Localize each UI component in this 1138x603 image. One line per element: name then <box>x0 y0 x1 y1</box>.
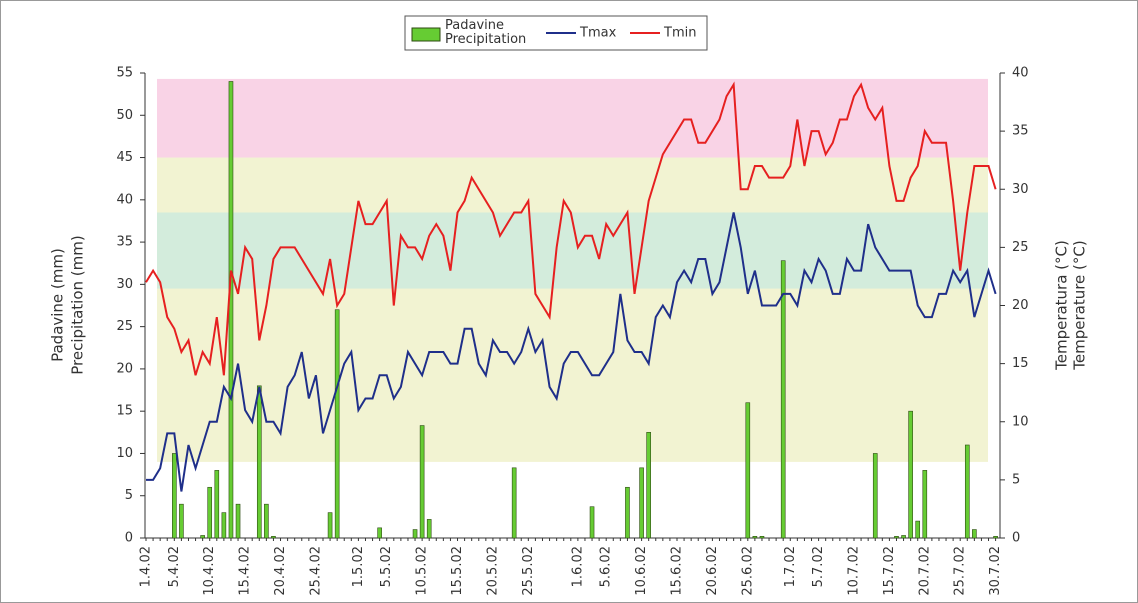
bar <box>780 260 786 539</box>
bar <box>256 385 262 539</box>
y2-tick-label: 40 <box>1012 66 1029 81</box>
bar <box>908 410 913 539</box>
x-tick-label: 15.5.02 <box>450 546 465 596</box>
bar <box>901 535 906 539</box>
bar <box>221 512 227 539</box>
x-tick-label: 20.6.02 <box>705 546 720 596</box>
y-tick-label: 40 <box>116 192 133 207</box>
legend-label: Tmax <box>579 26 617 41</box>
x-tick-label: 10.7.02 <box>847 546 862 596</box>
legend-swatch <box>411 27 441 42</box>
bar <box>228 81 234 539</box>
bar <box>377 527 382 539</box>
y-tick-label: 55 <box>116 66 133 81</box>
bar <box>745 402 751 539</box>
bar <box>412 529 418 539</box>
line <box>145 81 997 376</box>
bar <box>419 425 425 539</box>
x-tick-label: 25.5.02 <box>521 546 536 596</box>
y-tick-label: 20 <box>116 361 133 376</box>
y-tick-label: 10 <box>116 446 133 461</box>
y2-tick-label: 30 <box>1012 182 1029 197</box>
bar <box>993 536 998 539</box>
x-tick-label: 25.4.02 <box>308 546 323 596</box>
bar <box>172 453 177 539</box>
x-tick-label: 10.5.02 <box>415 546 430 596</box>
x-tick-label: 5.7.02 <box>811 546 826 587</box>
bands <box>157 78 988 462</box>
y2-tick-label: 20 <box>1012 298 1029 313</box>
x-tick-label: 15.4.02 <box>238 546 253 596</box>
bar <box>915 520 921 539</box>
y2-tick-label: 35 <box>1012 124 1029 139</box>
bar <box>426 519 432 539</box>
x-tick-label: 5.4.02 <box>167 546 182 587</box>
y-tick-label: 30 <box>116 277 133 292</box>
band <box>157 78 988 158</box>
y-tick-label: 5 <box>125 488 133 503</box>
bar <box>235 503 241 539</box>
y2-tick-label: 5 <box>1012 472 1020 487</box>
x-tick-label: 10.6.02 <box>634 546 649 596</box>
bar <box>752 536 758 539</box>
bar <box>872 453 878 539</box>
x-tick-label: 1.5.02 <box>351 546 366 587</box>
y2-axis-label: Temperature (°C) <box>1071 240 1089 370</box>
y2-tick-label: 25 <box>1012 240 1029 255</box>
y-tick-label: 45 <box>116 150 133 165</box>
y-axis-label: Precipitation (mm) <box>69 235 87 374</box>
legend-label: Padavine Precipitation <box>445 18 527 47</box>
bar <box>646 432 651 539</box>
x-tick-label: 1.6.02 <box>570 546 585 587</box>
bar <box>200 535 205 539</box>
band <box>157 157 988 462</box>
bar <box>625 486 630 539</box>
bar <box>589 506 595 539</box>
x-tick-label: 5.6.02 <box>599 546 614 587</box>
x-tick-label: 25.6.02 <box>740 546 755 596</box>
x-tick-label: 10.4.02 <box>202 546 217 596</box>
x-tick-label: 15.6.02 <box>670 546 685 596</box>
bar <box>179 503 184 539</box>
y2-tick-label: 0 <box>1012 531 1020 546</box>
y-tick-label: 25 <box>116 319 133 334</box>
y2-axis-label: Temperatura (°C) <box>1053 240 1071 371</box>
x-tick-label: 15.7.02 <box>882 546 897 596</box>
bar <box>214 470 220 539</box>
bar <box>264 503 269 539</box>
bar <box>972 529 977 539</box>
y2-tick-label: 10 <box>1012 414 1029 429</box>
bar <box>271 536 276 539</box>
line <box>146 212 997 492</box>
bar <box>511 467 517 539</box>
y-tick-label: 35 <box>116 235 133 250</box>
y2-tick-label: 15 <box>1012 356 1029 371</box>
y-tick-label: 15 <box>116 404 133 419</box>
bar <box>759 536 765 539</box>
y-tick-label: 0 <box>125 531 133 546</box>
bar <box>327 512 333 539</box>
x-tick-label: 5.5.02 <box>379 546 394 587</box>
x-tick-label: 25.7.02 <box>953 546 968 596</box>
bar <box>964 444 970 539</box>
bar <box>894 536 899 539</box>
bar <box>207 486 213 539</box>
bar <box>922 470 928 539</box>
legend-label: Tmin <box>663 26 696 41</box>
y-tick-label: 50 <box>116 108 133 123</box>
bar <box>334 309 340 539</box>
x-tick-label: 20.4.02 <box>273 546 288 596</box>
y-axis-label: Padavine (mm) <box>49 248 67 362</box>
x-tick-label: 20.5.02 <box>485 546 500 596</box>
x-tick-label: 20.7.02 <box>917 546 932 596</box>
x-tick-label: 1.4.02 <box>139 546 154 587</box>
x-tick-label: 1.7.02 <box>783 546 798 587</box>
bar <box>639 467 644 539</box>
x-tick-label: 30.7.02 <box>988 546 1003 596</box>
